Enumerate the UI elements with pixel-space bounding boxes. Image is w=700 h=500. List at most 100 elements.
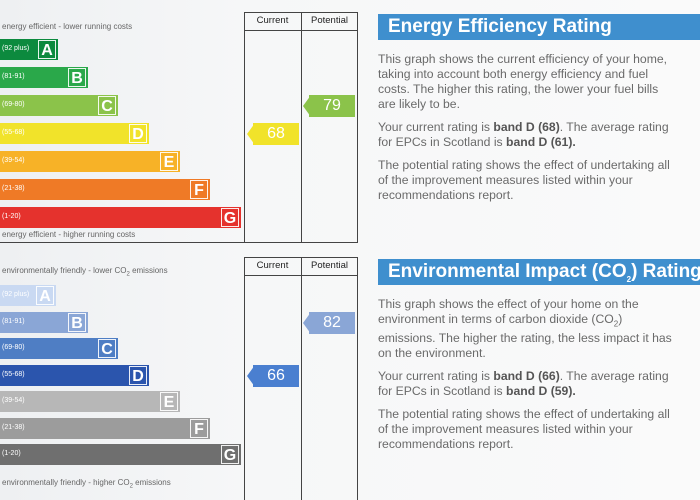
band-range-label: (39-54) [2, 157, 25, 164]
env-p3-line1: The potential rating shows the effect of… [378, 407, 670, 422]
env-title-a: Environmental Impact (CO [388, 261, 627, 282]
energy-paragraph-3: The potential rating shows the effect of… [378, 158, 700, 203]
env-p1-line2sub: 2 [613, 319, 619, 329]
energy-current-column [244, 12, 245, 242]
band-letter: G [221, 208, 239, 227]
environmental-impact-chart: environmentally friendly - lower CO2 emi… [0, 257, 358, 500]
energy-p1-line3: costs. The higher this rating, the lower… [378, 82, 659, 96]
band-range-label: (81-91) [2, 317, 25, 325]
arrow-tip [303, 95, 311, 117]
band-e: (39-54) E [0, 391, 180, 412]
band-letter: C [98, 339, 116, 358]
band-range-label: (21-38) [2, 185, 25, 192]
energy-current-header: Current [256, 15, 289, 26]
energy-top-caption: energy efficient - lower running costs [2, 22, 133, 31]
band-a: (92 plus) A [0, 285, 56, 306]
energy-header-line [244, 30, 358, 31]
band-c: (69-80) C [0, 338, 118, 359]
band-letter: A [38, 40, 56, 59]
band-range-label: (92 plus) [2, 45, 30, 52]
energy-p1-line4: are likely to be. [378, 97, 460, 111]
band-letter: F [190, 180, 208, 199]
env-title-b: ) Rating [631, 261, 700, 282]
energy-p3-line3: recommendations report. [378, 188, 514, 202]
env-p1-line1: This graph shows the effect of your home… [378, 297, 639, 311]
band-e: (39-54) E [0, 151, 180, 172]
env-average-band: band D (59). [506, 384, 576, 399]
env-title-sub: 2 [626, 274, 632, 284]
energy-bottom-caption: energy efficient - higher running costs [2, 230, 136, 239]
energy-top-line [244, 12, 358, 13]
band-b: (81-91) B [0, 311, 88, 333]
band-range-label: (21-38) [2, 423, 25, 431]
energy-p2-d: for EPCs in Scotland is [378, 135, 507, 149]
band-letter: C [98, 96, 116, 115]
energy-potential-column [301, 12, 302, 242]
env-p3-line2: of the improvement measures listed withi… [378, 422, 633, 437]
band-d: (55-68) D [0, 364, 149, 386]
band-letter: B [68, 68, 86, 87]
band-range-label: (1-20) [2, 213, 21, 220]
band-letter: E [160, 392, 178, 411]
arrow-tip [247, 364, 255, 387]
env-paragraph-1: This graph shows the effect of your home… [378, 297, 700, 361]
env-p2-a: Your current rating is [378, 369, 494, 384]
band-range-label: (69-80) [2, 344, 25, 351]
env-p2-d: for EPCs in Scotland is [378, 384, 507, 399]
current-rating-arrow: 68 [247, 123, 299, 145]
band-letter: B [68, 312, 86, 332]
band-range-label: (1-20) [2, 450, 21, 457]
env-p1-line4: on the environment. [378, 346, 486, 361]
energy-current-band: band D (68) [493, 120, 560, 134]
environmental-impact-panel: Environmental Impact (CO2) Rating This g… [378, 259, 700, 452]
band-f: (21-38) F [0, 179, 210, 200]
env-potential-column [301, 257, 302, 500]
energy-p3-line1: The potential rating shows the effect of… [378, 158, 670, 172]
current-rating-arrow: 66 [247, 364, 299, 387]
band-letter: F [190, 418, 208, 438]
energy-paragraph-2: Your current rating is band D (68). The … [378, 120, 700, 150]
energy-potential-header: Potential [311, 15, 348, 26]
energy-p3-line2: of the improvement measures listed withi… [378, 173, 633, 187]
energy-average-band: band D (61). [506, 135, 576, 149]
potential-rating-value: 82 [309, 311, 355, 334]
band-letter: G [221, 445, 239, 464]
env-panel-title: Environmental Impact (CO2) Rating [378, 259, 700, 285]
band-letter: A [36, 286, 54, 305]
band-range-label: (69-80) [2, 101, 25, 108]
band-c: (69-80) C [0, 95, 118, 116]
band-range-label: (55-68) [2, 370, 25, 378]
energy-paragraph-1: This graph shows the current efficiency … [378, 52, 700, 112]
band-b: (81-91) B [0, 67, 88, 88]
arrow-tip [303, 311, 311, 334]
env-p3-line3: recommendations report. [378, 437, 514, 452]
band-letter: D [129, 124, 147, 143]
band-range-label: (39-54) [2, 397, 25, 404]
potential-rating-arrow: 82 [303, 311, 355, 334]
env-right-border [357, 257, 358, 500]
energy-p2-c: . The average rating [559, 120, 669, 134]
energy-p2-a: Your current rating is [378, 120, 494, 134]
potential-rating-value: 79 [309, 95, 355, 117]
env-p2-c: . The average rating [559, 369, 669, 384]
env-p1-line2a: environment in terms of carbon dioxide (… [378, 312, 614, 326]
env-current-column [244, 257, 245, 500]
env-paragraph-2: Your current rating is band D (66). The … [378, 369, 700, 399]
energy-p1-line2: taking into account both energy efficien… [378, 67, 649, 81]
band-a: (92 plus) A [0, 39, 58, 60]
env-current-header: Current [256, 260, 289, 271]
band-range-label: (92 plus) [2, 291, 30, 298]
band-letter: E [160, 152, 178, 171]
band-g: (1-20) G [0, 444, 241, 465]
arrow-tip [247, 123, 255, 145]
env-top-line [244, 257, 358, 258]
env-current-band: band D (66) [493, 369, 560, 384]
current-rating-value: 68 [253, 123, 299, 145]
band-f: (21-38) F [0, 417, 210, 439]
env-header-line [244, 275, 358, 276]
energy-panel-title: Energy Efficiency Rating [378, 14, 700, 40]
energy-right-border [357, 12, 358, 242]
energy-p1-line1: This graph shows the current efficiency … [378, 52, 668, 66]
env-top-caption: environmentally friendly - lower CO2 emi… [2, 266, 168, 278]
